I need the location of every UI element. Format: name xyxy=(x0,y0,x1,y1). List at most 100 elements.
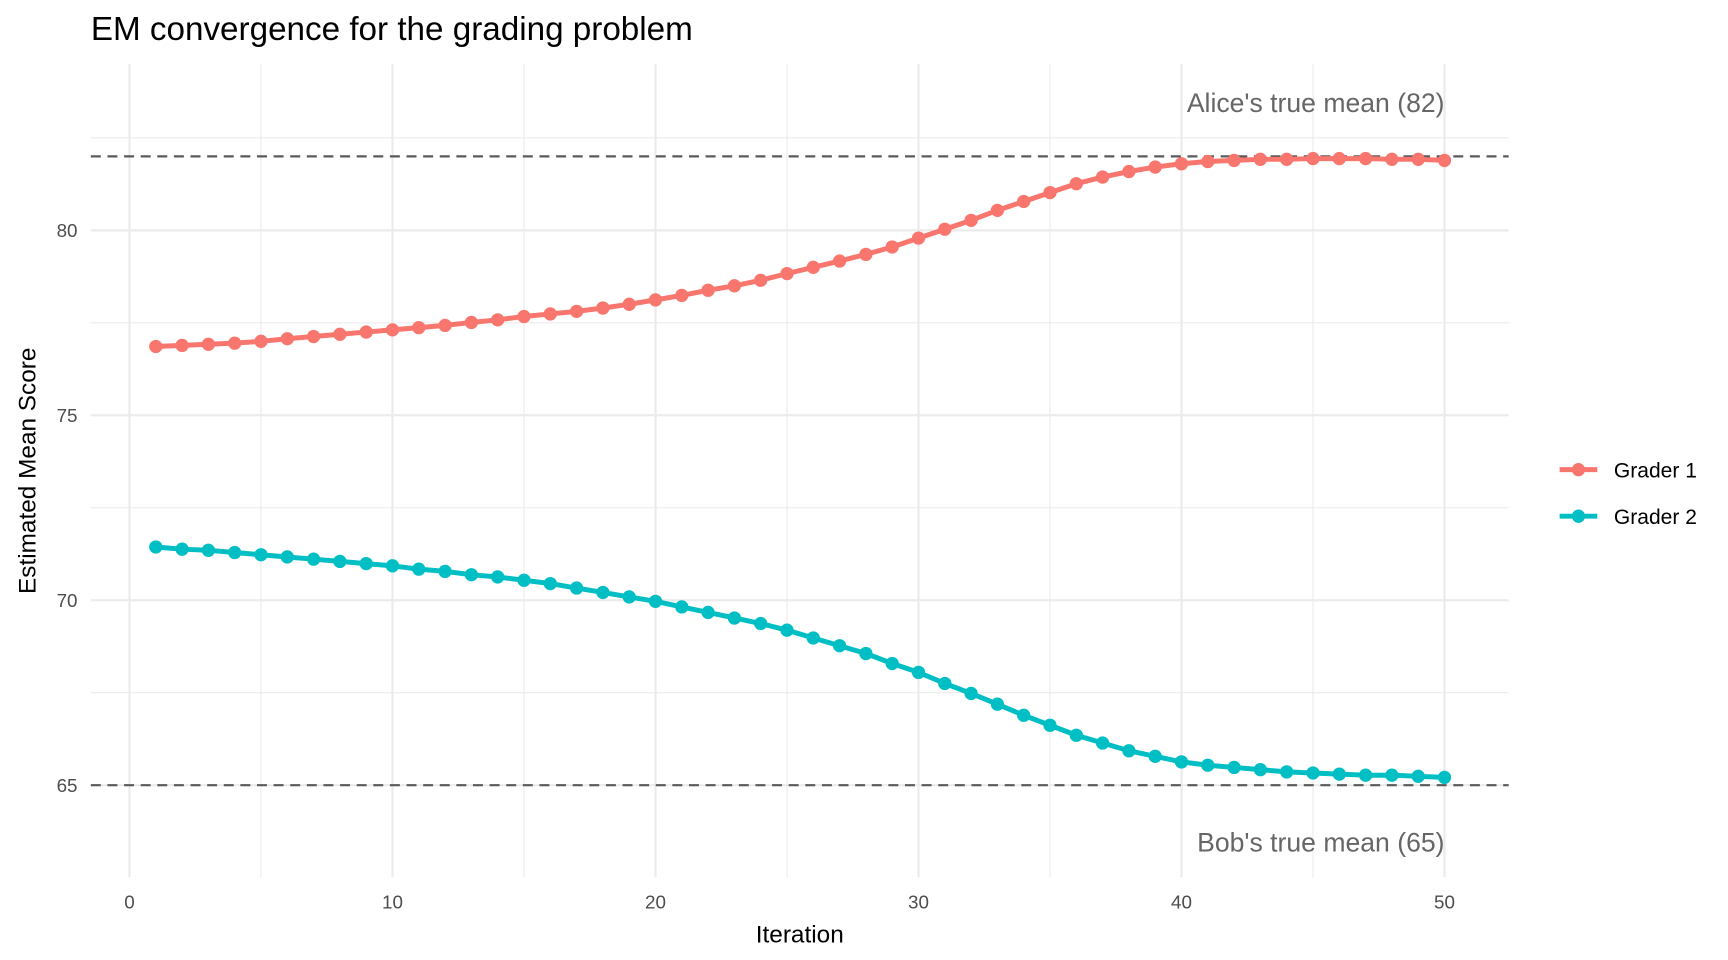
data-point xyxy=(385,559,400,573)
legend-swatch xyxy=(1571,509,1586,523)
data-point xyxy=(1280,765,1294,779)
data-point xyxy=(701,605,715,620)
data-point xyxy=(359,556,373,571)
data-point xyxy=(832,254,847,268)
data-point xyxy=(859,646,873,661)
data-point xyxy=(175,542,189,556)
data-point xyxy=(228,336,242,350)
data-point xyxy=(806,631,820,645)
data-point xyxy=(622,297,636,311)
data-point xyxy=(412,320,426,335)
data-point xyxy=(1385,768,1399,782)
data-point xyxy=(306,329,321,344)
data-point xyxy=(727,611,742,625)
y-tick-label: 75 xyxy=(57,405,78,426)
data-point xyxy=(569,581,584,595)
data-point xyxy=(1385,152,1399,166)
data-point xyxy=(543,576,557,591)
data-point xyxy=(990,697,1005,711)
data-point xyxy=(885,656,899,671)
data-point xyxy=(754,616,768,631)
data-point xyxy=(1280,152,1294,166)
data-point xyxy=(701,283,715,297)
x-tick-label: 50 xyxy=(1434,891,1455,912)
data-point xyxy=(228,545,242,560)
data-point xyxy=(464,315,479,330)
data-point xyxy=(1043,718,1057,732)
data-point xyxy=(1227,153,1241,168)
x-axis-title: Iteration xyxy=(756,922,844,949)
data-point xyxy=(1201,154,1215,169)
data-point xyxy=(1069,728,1083,742)
data-point xyxy=(1069,177,1083,191)
data-point xyxy=(1227,760,1241,775)
data-point xyxy=(754,273,768,287)
x-tick-label: 20 xyxy=(645,891,666,912)
data-point xyxy=(622,590,636,604)
data-point xyxy=(859,247,873,262)
data-point xyxy=(596,301,610,315)
data-point xyxy=(1095,170,1110,184)
data-point xyxy=(359,325,373,339)
data-point xyxy=(385,323,400,337)
data-point xyxy=(832,639,847,653)
data-point xyxy=(780,623,794,637)
data-point xyxy=(412,562,426,576)
legend-swatch xyxy=(1571,463,1586,477)
data-point xyxy=(569,304,584,318)
data-point xyxy=(648,594,663,608)
data-point xyxy=(1253,763,1268,777)
data-point xyxy=(596,585,610,600)
data-point xyxy=(1332,767,1346,781)
series-line xyxy=(155,544,1445,780)
series-line xyxy=(155,156,1445,349)
x-tick-label: 0 xyxy=(124,891,134,912)
data-point xyxy=(254,548,268,562)
data-point xyxy=(1253,152,1268,166)
data-point xyxy=(675,288,689,303)
data-point xyxy=(1437,770,1452,785)
data-point xyxy=(1411,152,1425,166)
data-point xyxy=(491,570,505,584)
legend-label: Grader 2 xyxy=(1614,506,1697,529)
data-point xyxy=(333,327,347,341)
data-point xyxy=(938,676,952,691)
annotation: Alice's true mean (82) xyxy=(1187,88,1445,118)
data-point xyxy=(1411,769,1425,783)
data-point xyxy=(1148,160,1162,174)
data-point xyxy=(1148,749,1162,763)
data-point xyxy=(438,318,452,333)
data-point xyxy=(1122,744,1136,758)
y-tick-label: 80 xyxy=(57,220,78,241)
x-tick-label: 40 xyxy=(1171,891,1192,912)
data-point xyxy=(964,213,978,227)
data-point xyxy=(517,573,531,587)
data-point xyxy=(964,686,978,701)
data-point xyxy=(911,665,926,680)
data-point xyxy=(464,568,479,582)
data-point xyxy=(1358,768,1373,782)
data-point xyxy=(1122,164,1136,179)
data-point xyxy=(1043,185,1057,200)
legend-label: Grader 1 xyxy=(1614,459,1697,482)
data-point xyxy=(543,307,557,321)
annotation: Bob's true mean (65) xyxy=(1197,828,1444,858)
y-tick-label: 65 xyxy=(57,775,78,796)
data-point xyxy=(149,540,163,554)
data-point xyxy=(675,600,689,614)
data-point xyxy=(1017,708,1031,722)
data-point xyxy=(1332,151,1346,166)
data-point xyxy=(806,260,820,274)
chart-title: EM convergence for the grading problem xyxy=(91,11,693,48)
y-tick-label: 70 xyxy=(57,590,78,611)
data-point xyxy=(911,231,926,245)
data-point xyxy=(727,279,742,293)
data-point xyxy=(1174,157,1189,171)
data-point xyxy=(885,240,899,254)
data-point xyxy=(1201,758,1215,772)
data-point xyxy=(175,338,189,353)
data-point xyxy=(1358,151,1373,166)
data-point xyxy=(306,552,321,566)
